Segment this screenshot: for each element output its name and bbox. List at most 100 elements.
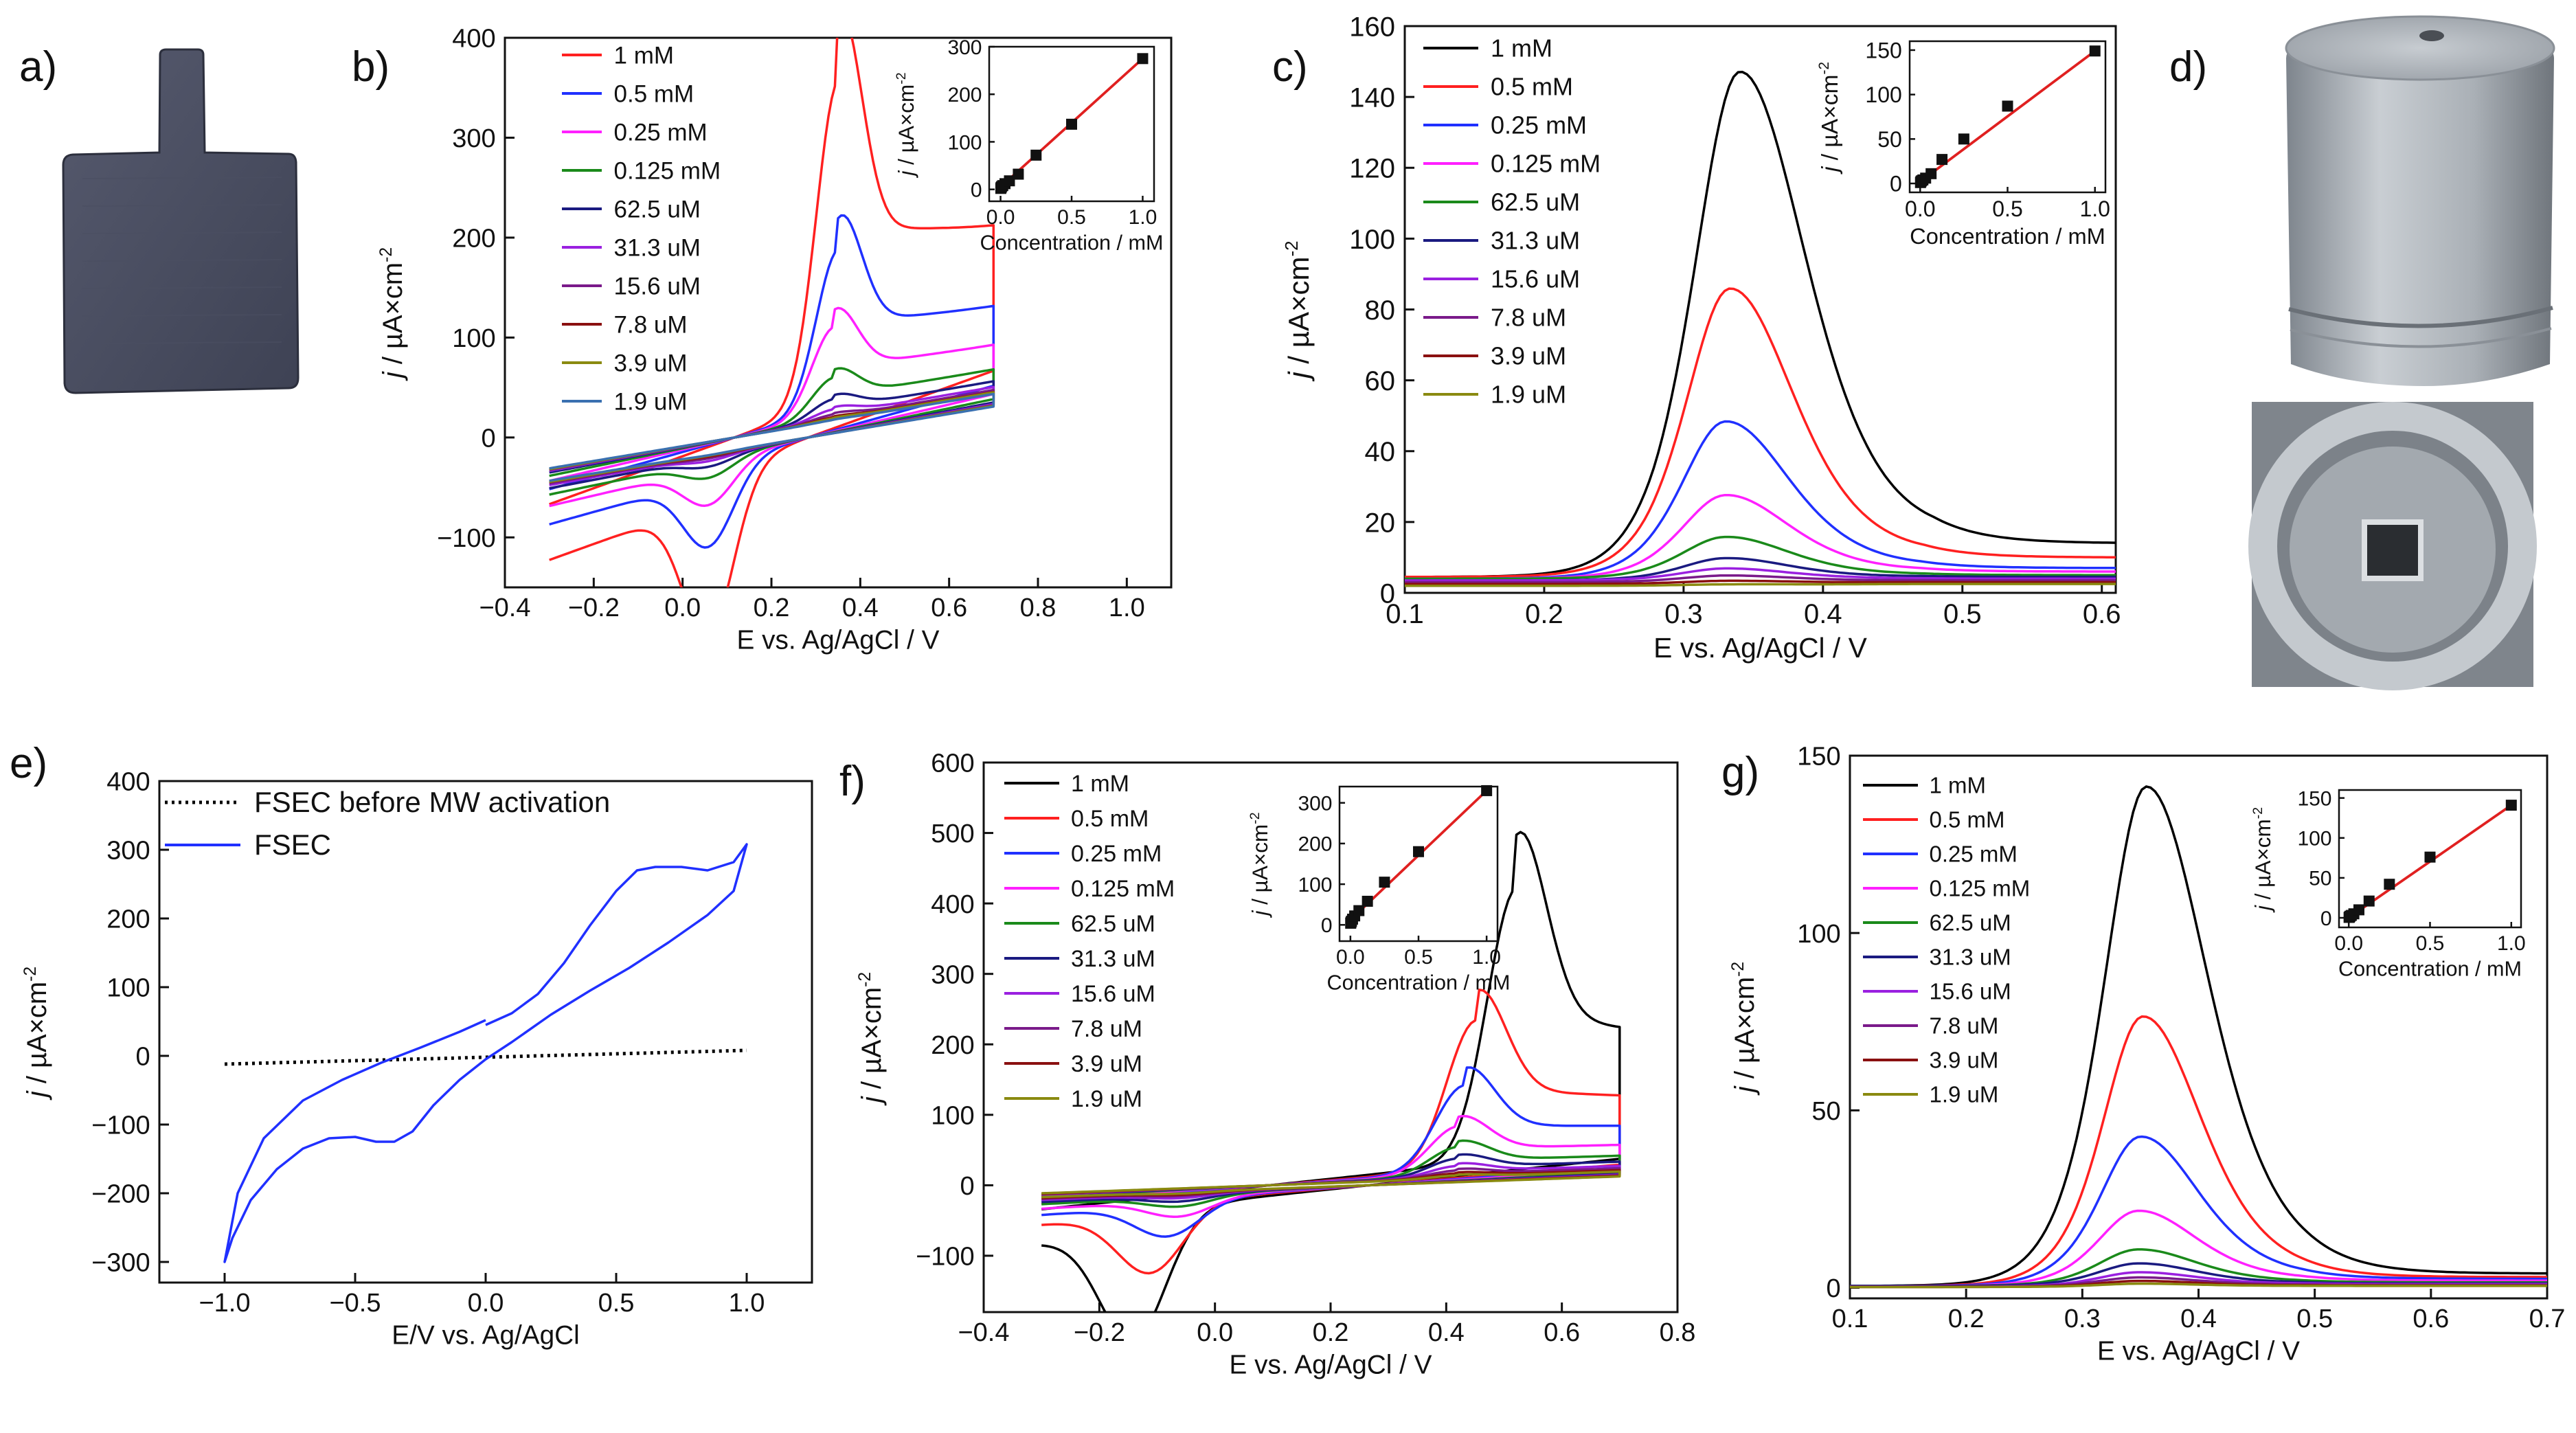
chart-c-xtick-label: 0.6 <box>2083 599 2121 629</box>
chart-b-inset-xtick-label: 1.0 <box>1129 206 1157 229</box>
chart-f-ytick-label: 100 <box>931 1102 974 1131</box>
chart-c-inset-xlabel: Concentration / mM <box>1910 223 2105 249</box>
chart-g-xtick-label: 0.7 <box>2529 1305 2566 1333</box>
chart-g-xtick-label: 0.1 <box>1832 1305 1868 1333</box>
chart-g-legend-entry: 62.5 uM <box>1930 910 2011 936</box>
chart-f-inset-ytick-label: 300 <box>1298 792 1332 815</box>
chart-c-series-9 <box>1405 583 2116 587</box>
chart-c-legend-entry: 31.3 uM <box>1491 227 1580 255</box>
chart-g-legend-entry: 0.125 mM <box>1930 876 2031 901</box>
chart-e-ytick-label: 0 <box>136 1043 150 1072</box>
chart-b-inset-xlabel: Concentration / mM <box>980 232 1164 255</box>
chart-c-series-6 <box>1405 567 2116 582</box>
chart-f-inset-point <box>1413 846 1424 857</box>
chart-b-xtick-label: 0.6 <box>931 594 967 622</box>
chart-g-legend-entry: 0.25 mM <box>1930 842 2018 867</box>
chart-g-ylabel: j / µA×cm-2 <box>1729 962 1760 1096</box>
chart-b-xtick-label: 0.8 <box>1020 594 1057 622</box>
chart-c-inset-ytick-label: 50 <box>1877 127 1902 152</box>
chart-g-legend-entry: 31.3 uM <box>1930 945 2011 970</box>
chart-b-inset-point <box>1030 149 1042 161</box>
panel-letter-d: d) <box>2169 43 2207 91</box>
panel-letter-b: b) <box>352 43 389 91</box>
chart-c-legend-entry: 15.6 uM <box>1491 265 1580 293</box>
chart-b-xtick-label: 1.0 <box>1109 594 1145 622</box>
chart-f-xtick-label: −0.4 <box>958 1318 1009 1347</box>
chart-c-inset-ytick-label: 150 <box>1865 38 1901 63</box>
chart-c-inset-xtick-label: 0.0 <box>1905 196 1935 221</box>
chart-c-ytick-label: 160 <box>1349 12 1395 42</box>
chart-b-ytick-label: 300 <box>452 124 495 153</box>
chart-e-ytick-label: −100 <box>91 1112 150 1140</box>
chart-g-ytick-label: 0 <box>1827 1274 1841 1303</box>
chart-g-inset-point <box>2505 800 2517 811</box>
chart-b-xtick-label: 0.4 <box>842 594 879 622</box>
chart-c-ytick-label: 140 <box>1349 83 1395 113</box>
chart-g-series-0 <box>1850 785 2547 1287</box>
chart-g-inset-xtick-label: 0.5 <box>2416 932 2445 955</box>
chart-f-xtick-label: 0.0 <box>1197 1318 1233 1347</box>
chart-c-ytick-label: 100 <box>1349 225 1395 255</box>
panel-letter-a: a) <box>19 43 57 91</box>
chart-c-legend-entry: 0.25 mM <box>1491 111 1587 139</box>
chart-f-inset-point <box>1379 877 1390 888</box>
chart-c-legend-entry: 62.5 uM <box>1491 188 1580 216</box>
chart-g-swv: 0.1 0.2 0.3 0.4 0.5 0.6 0.7 0 50 100 150 E vs. Ag/A… <box>1729 743 2566 1366</box>
chart-b-inset-point <box>1013 168 1024 180</box>
chart-b-inset-ytick-label: 0 <box>971 179 982 201</box>
chart-f-ytick-label: −100 <box>916 1243 975 1272</box>
chart-e-series-0 <box>224 1048 747 1066</box>
chart-g-xlabel: E vs. Ag/AgCl / V <box>2097 1336 2300 1366</box>
photo-cell-top-view <box>2248 402 2537 690</box>
chart-e-xtick-label: 0.0 <box>468 1289 504 1318</box>
chart-f-legend-entry: 31.3 uM <box>1071 946 1155 972</box>
chart-c-legend-entry: 1.9 uM <box>1491 381 1566 409</box>
chart-b-inset-point <box>1066 118 1077 130</box>
chart-f-xtick-label: 0.8 <box>1660 1318 1696 1347</box>
chart-f-xtick-label: 0.4 <box>1428 1318 1465 1347</box>
chart-e-cv-activation: −1.0 −0.5 0.0 0.5 1.0 −300 −200 −100 0 100 200 300 4… <box>21 768 813 1350</box>
chart-g-inset-point <box>2353 904 2364 916</box>
chart-f-ytick-label: 0 <box>960 1172 975 1201</box>
chart-b-cv: −0.4 −0.2 0.0 0.2 0.4 0.6 0.8 1.0 −100 0 100 200 300… <box>377 25 1173 655</box>
chart-g-inset-ytick-label: 50 <box>2309 868 2331 890</box>
chart-b-inset-point <box>1004 175 1015 187</box>
chart-g-inset-ytick-label: 150 <box>2297 787 2331 810</box>
chart-b-xlabel: E vs. Ag/AgCl / V <box>736 625 939 655</box>
chart-e-series-1 <box>223 843 748 1263</box>
chart-f-ylabel: j / µA×cm-2 <box>856 972 887 1106</box>
chart-f-ytick-label: 500 <box>931 820 974 848</box>
chart-b-legend-entry: 0.5 mM <box>614 80 694 107</box>
chart-b-xtick-label: 0.2 <box>754 594 790 622</box>
chart-b-ytick-label: 400 <box>452 25 495 54</box>
chart-g-inset-ytick-label: 0 <box>2320 907 2332 930</box>
chart-b-legend-entry: 62.5 uM <box>614 196 701 223</box>
chart-c-inset-ytick-label: 100 <box>1865 82 1901 107</box>
chart-f-legend-entry: 15.6 uM <box>1071 981 1155 1007</box>
chart-e-ytick-label: 300 <box>106 837 150 866</box>
chart-b-legend-entry: 0.125 mM <box>614 157 721 184</box>
chart-f-legend-entry: 0.5 mM <box>1071 806 1149 832</box>
chart-b-inset-ytick-label: 300 <box>947 36 982 59</box>
chart-f-legend-entry: 3.9 uM <box>1071 1051 1142 1077</box>
chart-b-inset-ylabel: j / µA×cm-2 <box>894 72 918 178</box>
chart-b-xtick-label: 0.0 <box>664 594 701 622</box>
chart-c-xtick-label: 0.5 <box>1943 599 1982 629</box>
chart-b-legend-entry: 31.3 uM <box>614 234 701 261</box>
chart-f-legend-entry: 0.125 mM <box>1071 876 1175 902</box>
chart-f-xtick-label: 0.6 <box>1544 1318 1580 1347</box>
chart-f-inset-xtick-label: 0.0 <box>1336 946 1365 969</box>
chart-g-legend-entry: 3.9 uM <box>1930 1048 1999 1073</box>
chart-b-xtick-label: −0.2 <box>568 594 620 622</box>
chart-f-xlabel: E vs. Ag/AgCl / V <box>1229 1350 1432 1379</box>
chart-f-inset-ytick-label: 100 <box>1298 874 1332 896</box>
chart-b-inset-xtick-label: 0.0 <box>986 206 1015 229</box>
chart-g-xtick-label: 0.2 <box>1948 1305 1985 1333</box>
chart-g-legend-entry: 1.9 uM <box>1930 1082 1999 1107</box>
chart-b-legend-entry: 0.25 mM <box>614 119 708 146</box>
chart-c-legend-entry: 7.8 uM <box>1491 304 1566 332</box>
chart-f-series-9 <box>1041 1170 1621 1199</box>
chart-g-ytick-label: 100 <box>1797 920 1840 949</box>
chart-f-legend-entry: 0.25 mM <box>1071 841 1162 867</box>
